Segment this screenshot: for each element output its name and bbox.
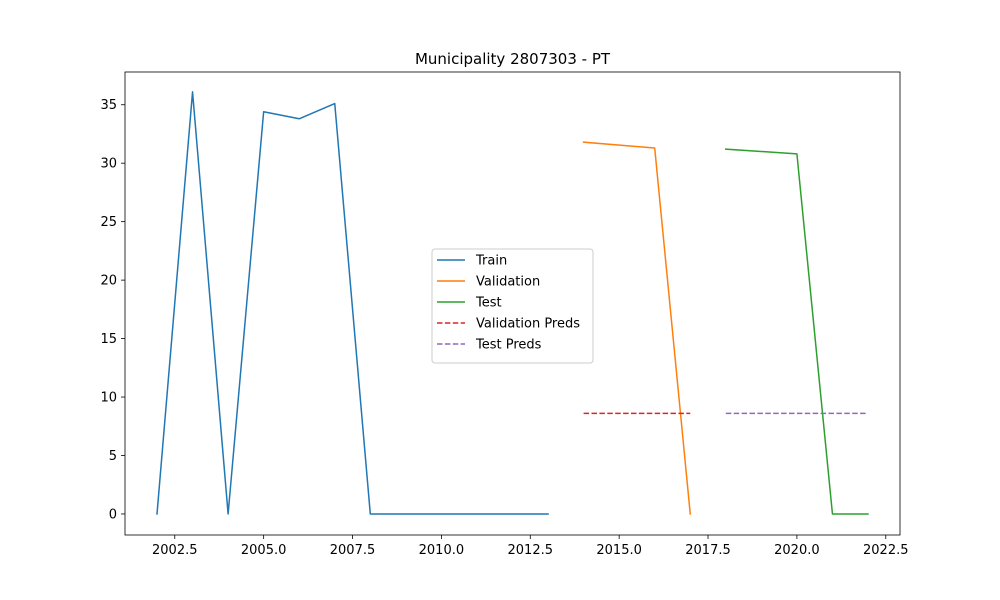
y-tick-label: 35 (100, 98, 117, 113)
x-tick-label: 2002.5 (152, 543, 198, 558)
legend-label: Test Preds (475, 338, 542, 353)
series-line-test (725, 148, 869, 515)
x-tick-label: 2015.0 (596, 543, 642, 558)
legend: Train Validation Test Validation Preds Test … (431, 248, 594, 364)
x-tick-label: 2012.5 (508, 543, 554, 558)
y-tick-label: 25 (100, 215, 117, 230)
chart-title: Municipality 2807303 - PT (415, 50, 611, 68)
x-tick-label: 2005.0 (241, 543, 287, 558)
x-tick-label: 2017.5 (685, 543, 731, 558)
axes-frame (124, 71, 901, 536)
plot-area (156, 91, 869, 515)
legend-label: Validation (476, 275, 540, 290)
x-tick-label: 2007.5 (330, 543, 376, 558)
y-tick-label: 5 (109, 449, 117, 464)
x-tick-label: 2022.5 (863, 543, 909, 558)
y-tick-label: 30 (100, 157, 117, 172)
legend-box (431, 248, 594, 364)
x-tick-label: 2020.0 (774, 543, 820, 558)
series-line-validation (582, 141, 692, 515)
y-tick-label: 15 (100, 332, 117, 347)
y-tick-label: 10 (100, 391, 117, 406)
series-line-train (156, 91, 549, 515)
legend-label: Validation Preds (476, 317, 580, 332)
legend-label: Test (475, 296, 502, 311)
axes: 2002.5 2005.0 2007.5 2010.0 2012.5 2015.0 2017… (100, 71, 909, 558)
x-tick-label: 2010.0 (419, 543, 465, 558)
y-tick-label: 20 (100, 274, 117, 289)
legend-label: Train (475, 254, 507, 269)
y-tick-label: 0 (109, 507, 117, 522)
